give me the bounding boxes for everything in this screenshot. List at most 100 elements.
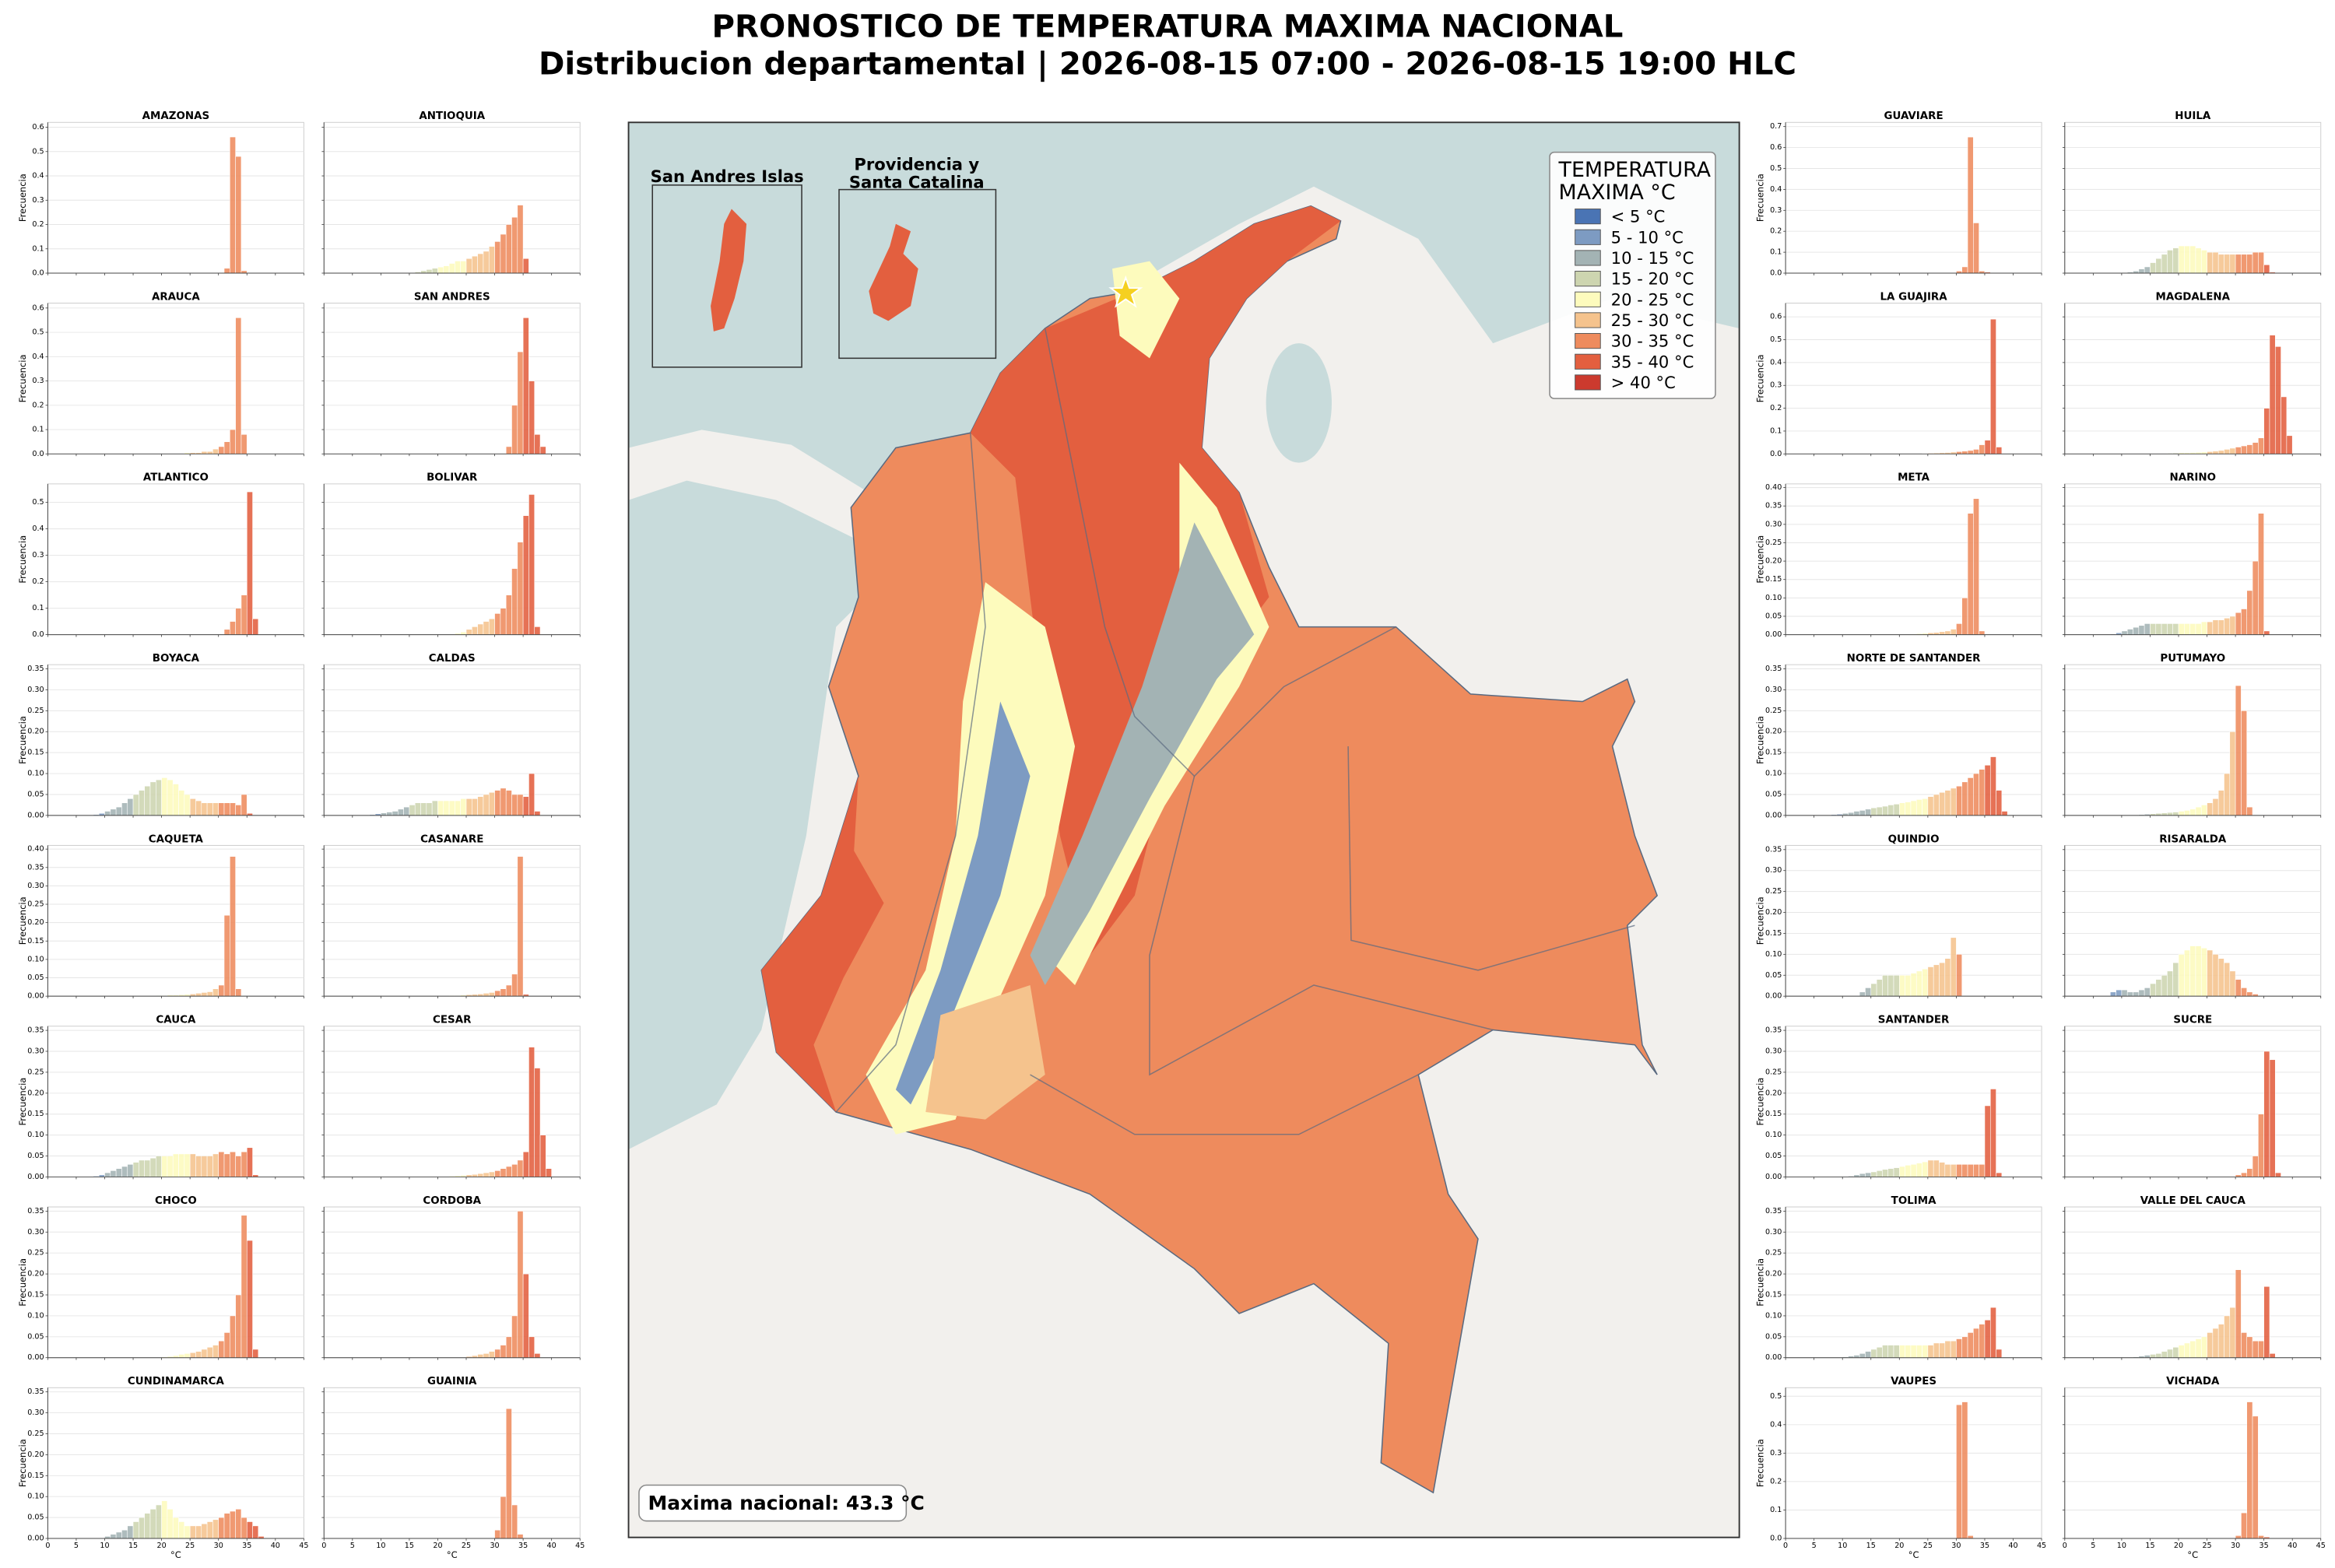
histogram: SUCRE (2062, 1015, 2322, 1180)
bar (235, 608, 242, 635)
bar (472, 626, 478, 635)
bar (212, 1345, 219, 1359)
legend-swatch (1575, 333, 1601, 349)
plot-frame (47, 1206, 304, 1359)
x-axis-label: °C (2187, 1549, 2198, 1560)
bar (2217, 1324, 2224, 1359)
y-tick-label: 0.30 (27, 1228, 44, 1237)
bar (2189, 245, 2196, 274)
chart-title: LA GUAJIRA (1880, 291, 1948, 303)
y-tick-label: 0.20 (1765, 1270, 1782, 1279)
bar (397, 809, 404, 816)
y-axis-label: Frecuencia (1754, 1078, 1765, 1126)
y-tick-label: 0.05 (1765, 971, 1782, 980)
y-tick-label: 0.0 (1770, 450, 1782, 458)
bar (2184, 1342, 2190, 1359)
histogram: 0.0 0.1 0.2 0.3 0.4 0.5 0.6 0.7 GUAVIARE Frecuenc… (1754, 110, 2042, 278)
bar (2155, 1353, 2162, 1359)
y-tick-label: 0.5 (1770, 335, 1782, 344)
y-tick-label: 0.20 (27, 1450, 44, 1459)
bar (246, 1147, 253, 1177)
bar (1973, 449, 1979, 454)
bar (505, 595, 512, 635)
y-tick-label: 0.30 (1765, 520, 1782, 528)
histogram: ANTIOQUIA (321, 110, 581, 275)
bar (2241, 609, 2248, 635)
bar (534, 434, 541, 454)
y-tick-label: 0.2 (32, 220, 44, 229)
bar (2263, 630, 2270, 635)
bar (403, 806, 410, 816)
bar (1984, 1320, 1991, 1359)
bar (195, 1156, 202, 1177)
bar (2172, 812, 2179, 816)
bar (1979, 444, 1986, 454)
bar (528, 381, 535, 454)
bar (409, 805, 416, 816)
bar (201, 1523, 208, 1539)
max-marker (1108, 275, 1143, 308)
boundary (1149, 776, 1494, 1076)
bar (477, 623, 484, 635)
x-tick-label: 40 (271, 1542, 280, 1550)
y-tick-label: 0.15 (27, 1110, 44, 1118)
chart-title: BOLIVAR (427, 472, 478, 484)
bar (426, 269, 433, 274)
bar (235, 156, 242, 274)
bar (1882, 1345, 1888, 1359)
bar (505, 790, 512, 816)
bar (488, 1351, 495, 1359)
y-tick-label: 0.2 (32, 401, 44, 409)
bar (1853, 811, 1860, 816)
bar (1944, 630, 1951, 635)
bar (1927, 796, 1934, 816)
bar (1961, 781, 1968, 816)
bar (178, 790, 185, 816)
bar (2184, 623, 2190, 635)
bar (2195, 1338, 2202, 1359)
y-tick-label: 0.25 (27, 1068, 44, 1076)
y-tick-label: 0.00 (27, 1353, 44, 1362)
histogram: 0.00 0.05 0.10 0.15 0.20 0.25 0.30 0.35 CHOCO Fre… (17, 1195, 304, 1362)
subtitle: Distribucion departamental | 2026-08-15 … (539, 46, 1796, 82)
bar (1979, 1324, 1986, 1359)
legend-swatch (1575, 229, 1601, 245)
bar (488, 1171, 495, 1177)
bar (420, 802, 427, 816)
bar (252, 618, 259, 635)
bar (252, 1349, 259, 1359)
chart-title: NARINO (2170, 472, 2217, 484)
chart-title: ARAUCA (152, 291, 200, 303)
bar (1922, 1161, 1929, 1177)
bar (2241, 445, 2248, 454)
bar (178, 1521, 185, 1539)
y-tick-label: 0.15 (27, 1291, 44, 1300)
map-frame (627, 121, 1740, 1538)
bar (1922, 968, 1929, 997)
bar (1893, 1167, 1900, 1177)
title: PRONOSTICO DE TEMPERATURA MAXIMA NACIONA… (712, 9, 1624, 45)
bar (195, 993, 202, 997)
bar (1899, 974, 1905, 997)
legend-swatch (1575, 250, 1601, 266)
bar (488, 246, 495, 274)
cool-region (1030, 522, 1255, 985)
bar (1910, 973, 1917, 997)
bar (483, 251, 490, 274)
bar (184, 1353, 191, 1359)
y-axis-label: Frecuencia (17, 896, 28, 945)
bar (2155, 258, 2162, 274)
bar (121, 1166, 128, 1177)
bar (1996, 790, 2003, 816)
x-tick-label: 15 (405, 1542, 414, 1550)
y-tick-label: 0.2 (32, 577, 44, 586)
bar (2207, 251, 2214, 274)
bar (1865, 809, 1872, 816)
chart-title: AMAZONAS (142, 110, 209, 122)
bar (1859, 1173, 1866, 1177)
bar (1967, 777, 1974, 816)
bar (448, 800, 455, 816)
y-axis-label: Frecuencia (1754, 535, 1765, 584)
legend-swatch (1575, 209, 1601, 225)
histogram: 0.0 0.1 0.2 0.3 0.4 0.5 0 5 10 15 20 25 30 35 40 45 VAUP… (1754, 1376, 2046, 1560)
